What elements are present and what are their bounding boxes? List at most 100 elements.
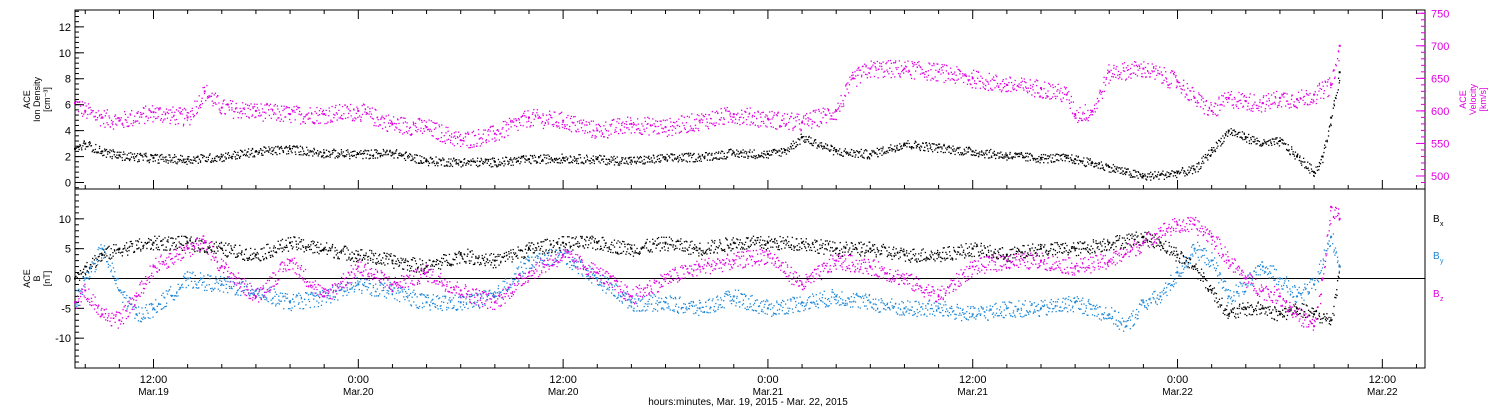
data-point [386, 256, 388, 258]
data-point [186, 241, 189, 244]
data-point [656, 155, 658, 158]
data-point [214, 159, 217, 162]
data-point [636, 156, 639, 158]
data-point [441, 141, 443, 143]
data-point [576, 160, 578, 162]
data-point [1077, 156, 1079, 158]
data-point [353, 108, 355, 110]
data-point [450, 265, 452, 267]
data-point [1130, 77, 1132, 79]
data-point [312, 155, 314, 157]
data-point [443, 158, 445, 161]
data-point [768, 150, 771, 152]
data-point [891, 70, 893, 73]
data-point [327, 121, 329, 123]
data-point [137, 111, 139, 113]
data-point [459, 139, 462, 142]
data-point [138, 238, 141, 240]
data-point [322, 113, 324, 116]
data-point [325, 109, 327, 112]
data-point [1194, 101, 1197, 104]
data-point [289, 237, 292, 239]
data-point [291, 110, 294, 112]
data-point [372, 155, 375, 157]
data-point [297, 147, 299, 149]
data-point [106, 153, 109, 155]
data-point [1250, 142, 1253, 145]
data-point [582, 119, 585, 121]
data-point [1254, 101, 1256, 103]
data-point [567, 157, 569, 159]
data-point [954, 150, 956, 152]
data-point [1296, 107, 1298, 109]
data-point [1104, 84, 1107, 86]
data-point [900, 65, 903, 67]
data-point [181, 249, 183, 251]
data-point [449, 165, 451, 168]
data-point [1041, 97, 1044, 99]
data-point [1083, 164, 1086, 166]
data-point [497, 130, 500, 132]
data-point [398, 153, 400, 155]
data-point [1176, 80, 1179, 83]
data-point [956, 147, 958, 150]
data-point [366, 256, 369, 258]
data-point [810, 137, 812, 139]
data-point [98, 260, 100, 262]
data-point [348, 112, 350, 115]
data-point [592, 129, 594, 131]
data-point [890, 62, 893, 64]
data-point [494, 140, 496, 143]
data-point [632, 122, 635, 124]
data-point [384, 264, 386, 266]
data-point [201, 102, 204, 105]
data-point [472, 158, 474, 160]
data-point [306, 153, 308, 155]
data-point [126, 247, 129, 249]
data-point [1335, 65, 1337, 67]
data-point [346, 107, 348, 109]
data-point [155, 247, 158, 249]
data-point [245, 153, 247, 155]
data-point [527, 110, 529, 112]
data-point [234, 156, 236, 158]
data-point [141, 116, 143, 118]
data-point [1002, 87, 1005, 89]
data-point [464, 136, 467, 138]
data-point [530, 162, 532, 165]
data-point [328, 115, 330, 117]
data-point [1277, 104, 1279, 107]
data-point [391, 262, 393, 264]
data-point [1117, 74, 1119, 76]
data-point [463, 260, 466, 263]
data-point [235, 158, 237, 160]
data-point [644, 117, 646, 119]
data-point [425, 121, 428, 123]
data-point [1096, 107, 1098, 110]
data-point [526, 121, 528, 123]
data-point [1032, 157, 1034, 159]
data-point [737, 155, 739, 158]
data-point [698, 129, 700, 132]
data-point [157, 115, 159, 118]
data-point [1091, 160, 1093, 163]
data-point [535, 116, 537, 118]
data-point [1125, 67, 1128, 69]
data-point [1119, 167, 1121, 169]
data-point [919, 149, 922, 152]
data-point [1031, 94, 1033, 96]
data-point [1217, 145, 1219, 147]
data-point [543, 124, 545, 126]
data-point [1057, 83, 1059, 86]
data-point [680, 158, 683, 161]
data-point [726, 156, 729, 158]
data-point [228, 157, 230, 159]
data-point [1295, 98, 1298, 101]
data-point [1045, 92, 1047, 95]
data-point [189, 238, 191, 240]
data-point [1119, 172, 1121, 174]
data-point [877, 149, 880, 151]
data-point [334, 250, 336, 252]
data-point [254, 255, 256, 257]
data-point [330, 119, 332, 121]
